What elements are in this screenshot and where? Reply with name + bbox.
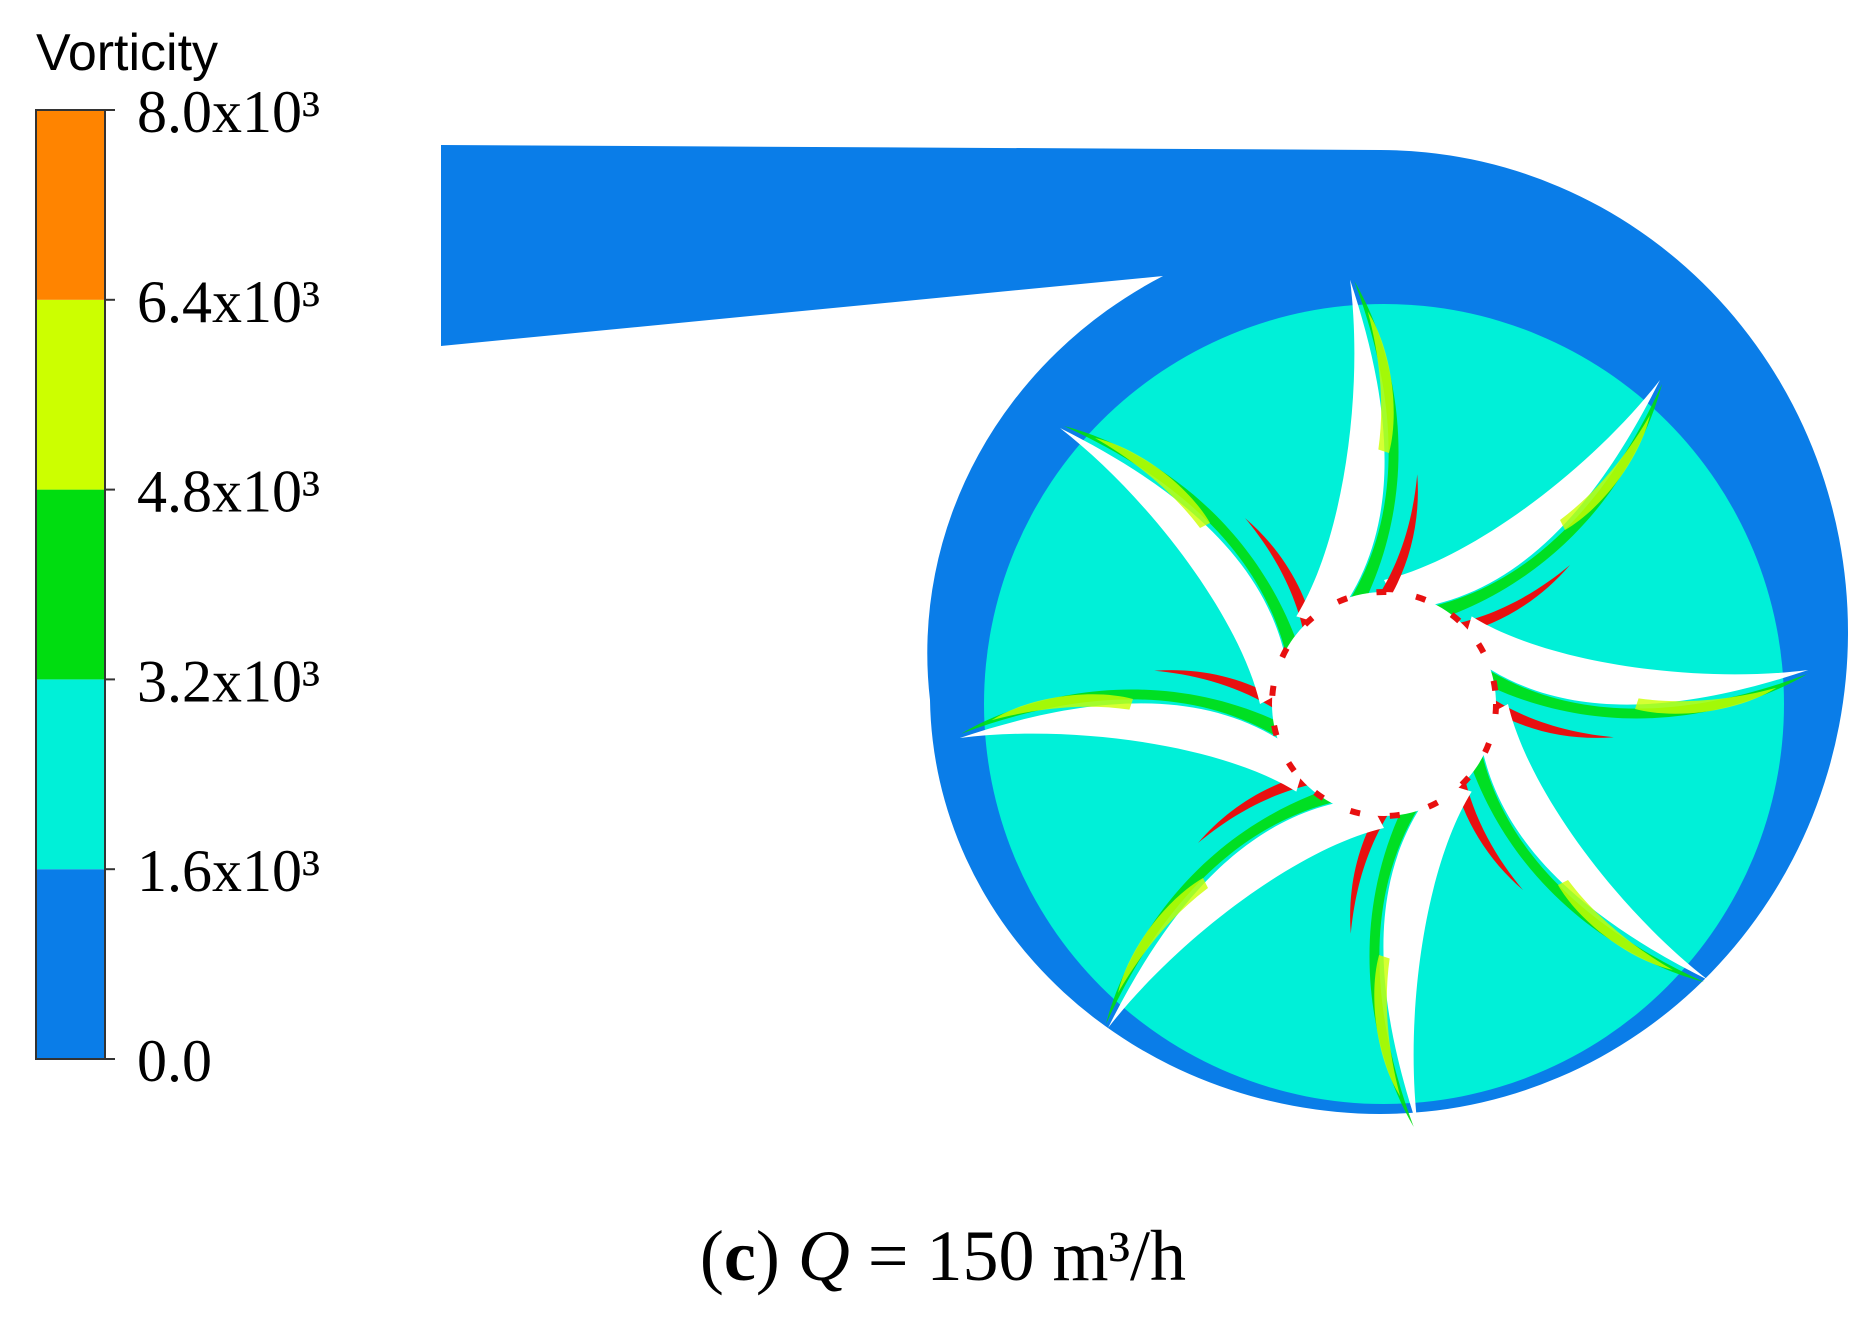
passage — [1384, 380, 1660, 610]
streak — [1560, 415, 1650, 530]
blade-group — [1060, 426, 1315, 704]
passage — [1296, 279, 1385, 627]
streak — [1198, 773, 1318, 843]
colorbar-tick-label: 1.6x10³ — [137, 838, 320, 904]
streak — [1450, 565, 1570, 635]
colorbar-band — [36, 679, 105, 870]
streak — [1367, 311, 1394, 453]
streak — [1245, 518, 1315, 638]
colorbar-tick-label: 6.4x10³ — [137, 269, 320, 335]
caption-label: c — [724, 1216, 756, 1296]
passage — [1383, 781, 1472, 1129]
streak — [1118, 878, 1208, 993]
blade-group — [1453, 704, 1708, 982]
blade-group — [1106, 773, 1384, 1028]
colorbar-tick-label: 8.0x10³ — [137, 79, 320, 145]
passage — [1478, 704, 1708, 980]
passage — [1060, 428, 1290, 704]
streak — [1374, 955, 1401, 1097]
colorbar-tick-label: 4.8x10³ — [137, 459, 320, 525]
blade-passages — [959, 279, 1809, 1129]
colorbar-frame — [35, 109, 106, 1060]
passage — [959, 703, 1307, 792]
colorbar-band — [36, 489, 105, 680]
pump-contour — [441, 145, 1848, 1129]
colorbar-tick-label: 3.2x10³ — [137, 648, 320, 714]
colorbar: 0.0 1.6x10³ 3.2x10³ 4.8x10³ 6.4x10³ 8.0x10³ — [35, 79, 320, 1094]
streak — [1095, 438, 1210, 528]
caption-prefix: ( — [700, 1216, 724, 1296]
streak — [991, 694, 1133, 721]
hub — [1269, 589, 1499, 819]
colorbar-tick-label: 0.0 — [137, 1028, 212, 1094]
colorbar-band — [36, 110, 105, 300]
passage — [1461, 616, 1809, 705]
colorbar-title: Vorticity — [36, 24, 218, 82]
passage — [1108, 798, 1384, 1028]
blade-group — [1296, 279, 1418, 632]
colorbar-band — [36, 869, 105, 1059]
streak — [1635, 687, 1777, 714]
streak — [1374, 474, 1418, 606]
streak — [1453, 770, 1523, 890]
caption-rest: = 150 m³/h — [850, 1216, 1186, 1296]
streak — [1558, 880, 1673, 970]
caption: (c) Q = 150 m³/h — [700, 1216, 1186, 1296]
colorbar-band — [36, 299, 105, 490]
caption-suffix: ) — [756, 1216, 780, 1296]
blade-group — [1384, 380, 1662, 635]
caption-variable: Q — [798, 1216, 850, 1296]
